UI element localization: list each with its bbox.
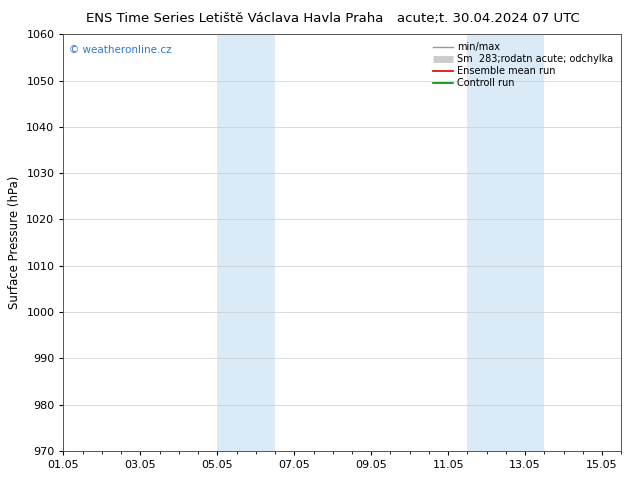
Bar [467, 34, 545, 451]
Y-axis label: Surface Pressure (hPa): Surface Pressure (hPa) [8, 176, 21, 309]
Bar [217, 34, 275, 451]
Legend: min/max, Sm  283;rodatn acute; odchylka, Ensemble mean run, Controll run: min/max, Sm 283;rodatn acute; odchylka, … [430, 39, 616, 91]
Text: © weatheronline.cz: © weatheronline.cz [69, 45, 172, 55]
Text: acute;t. 30.04.2024 07 UTC: acute;t. 30.04.2024 07 UTC [397, 12, 579, 25]
Text: ENS Time Series Letiště Václava Havla Praha: ENS Time Series Letiště Václava Havla Pr… [86, 12, 384, 25]
